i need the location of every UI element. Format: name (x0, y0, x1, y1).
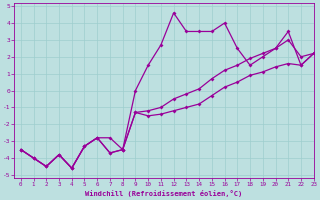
X-axis label: Windchill (Refroidissement éolien,°C): Windchill (Refroidissement éolien,°C) (85, 190, 243, 197)
